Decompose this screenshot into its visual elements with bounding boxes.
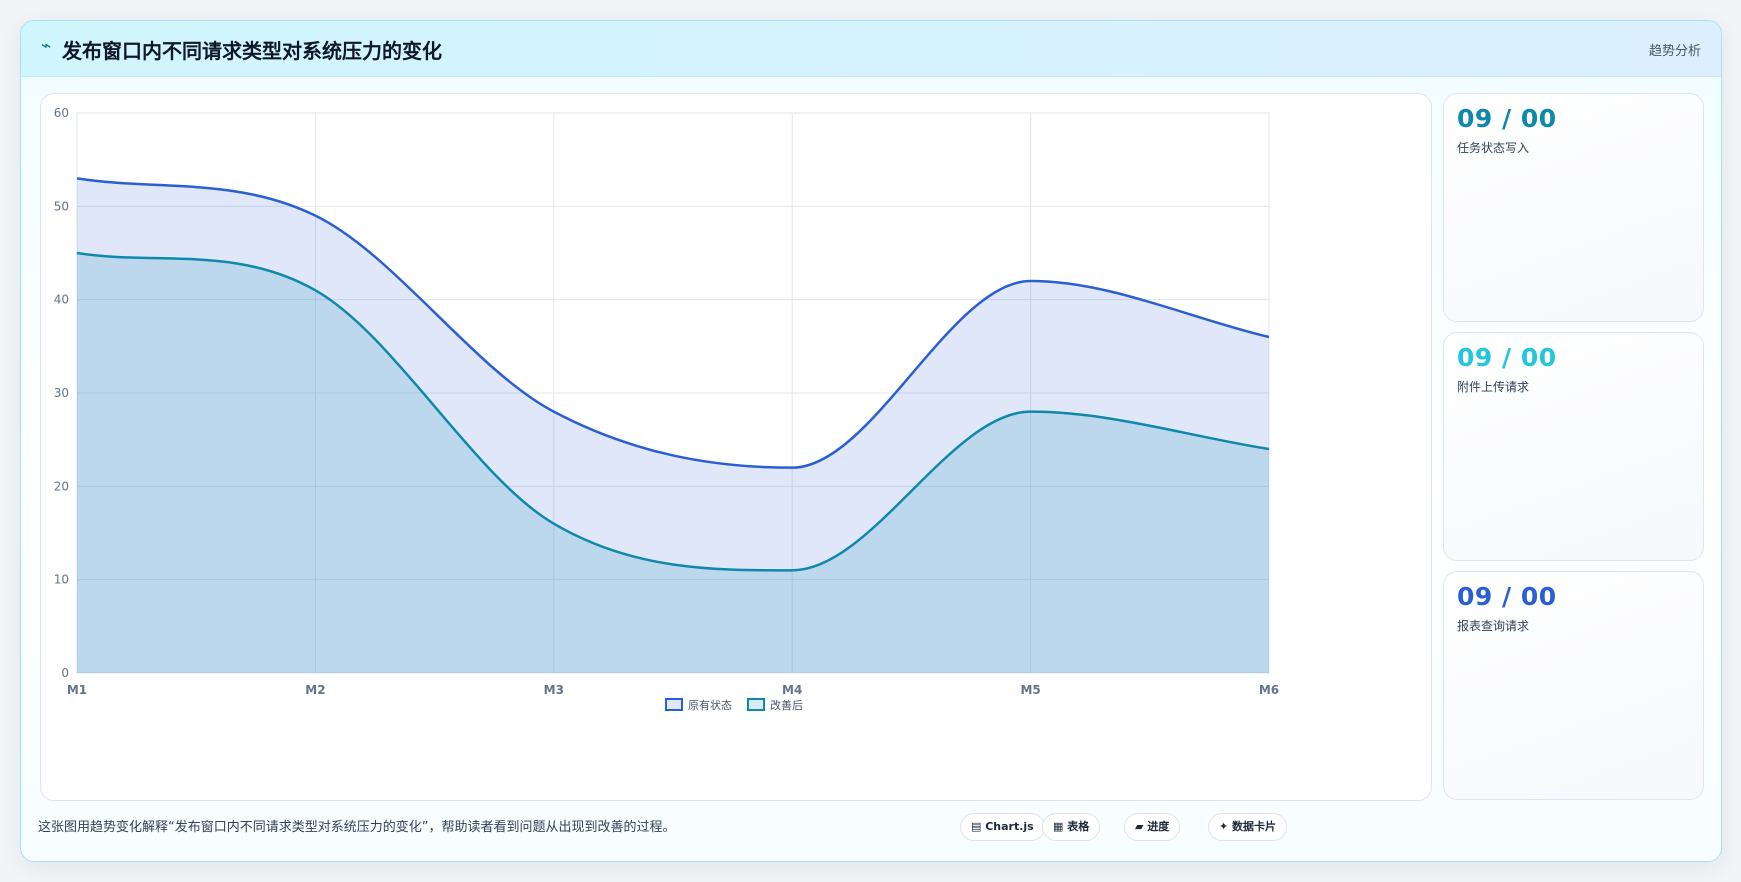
stat-label: 附件上传请求	[1457, 380, 1530, 394]
chart-card: 0 10 20 30 40 50 60 M1 M2 M3 M4 M5 M6 原有状态 改善后	[40, 93, 1432, 801]
pill-data-card[interactable]: ✦ 数据卡片	[1208, 813, 1288, 841]
chart-description: 这张图用趋势变化解释“发布窗口内不同请求类型对系统压力的变化”，帮助读者看到问题…	[38, 820, 676, 835]
stat-value: 09 / 00	[1457, 104, 1557, 133]
stat-label: 任务状态写入	[1457, 141, 1530, 155]
y-tick-label: 30	[54, 386, 69, 400]
legend-label: 改善后	[770, 698, 803, 712]
y-tick-label: 40	[54, 293, 69, 307]
x-tick-label: M1	[67, 683, 87, 697]
x-tick-label: M6	[1259, 683, 1279, 697]
pill-progress[interactable]: ▰ 进度	[1124, 813, 1181, 841]
trend-analysis-tag[interactable]: 趋势分析	[1648, 44, 1701, 59]
legend-swatch	[665, 698, 683, 711]
series-area	[77, 253, 1269, 673]
stat-card-task-write: 09 / 00 任务状态写入	[1443, 93, 1704, 322]
stat-value: 09 / 00	[1457, 582, 1557, 611]
pill-chartjs[interactable]: ▤ Chart.js	[960, 813, 1045, 841]
x-tick-label: M3	[544, 683, 564, 697]
x-tick-label: M2	[305, 683, 325, 697]
y-tick-label: 20	[54, 479, 69, 493]
y-tick-label: 0	[61, 666, 69, 680]
legend-label: 原有状态	[688, 698, 732, 712]
area-chart: 0 10 20 30 40 50 60 M1 M2 M3 M4 M5 M6 原有状态 改善后	[54, 106, 1279, 712]
series-line	[76, 177, 1270, 469]
y-tick-label: 10	[54, 573, 69, 587]
legend-swatch	[747, 698, 765, 711]
stat-card-attachment-upload: 09 / 00 附件上传请求	[1443, 332, 1704, 561]
bolt-icon: ⌁	[41, 36, 52, 56]
x-tick-label: M4	[782, 683, 802, 697]
pill-table[interactable]: ▦ 表格	[1042, 813, 1101, 841]
series-area	[77, 178, 1269, 673]
stat-value: 09 / 00	[1457, 343, 1557, 372]
series-line	[76, 251, 1270, 572]
page-title: 发布窗口内不同请求类型对系统压力的变化	[62, 39, 442, 63]
x-tick-label: M5	[1020, 683, 1040, 697]
chart-panel: ⌁ 发布窗口内不同请求类型对系统压力的变化 趋势分析 0 10 20 30 40 50 60…	[20, 20, 1722, 862]
stat-card-report-query: 09 / 00 报表查询请求	[1443, 571, 1704, 800]
y-tick-label: 60	[54, 106, 69, 120]
stat-label: 报表查询请求	[1457, 619, 1530, 633]
y-tick-label: 50	[54, 199, 69, 213]
panel-header: ⌁ 发布窗口内不同请求类型对系统压力的变化 趋势分析	[21, 21, 1721, 77]
